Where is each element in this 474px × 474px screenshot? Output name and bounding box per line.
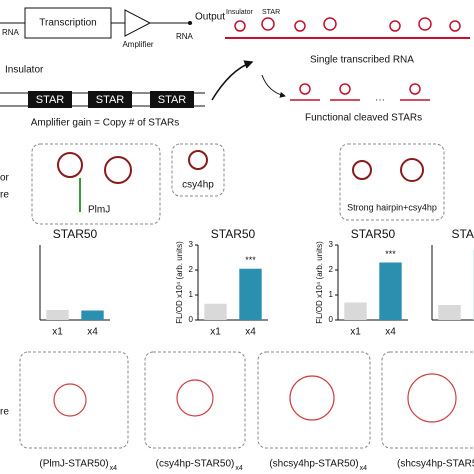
structure-label: csy4hp: [182, 180, 214, 191]
output-rna: RNA: [176, 32, 194, 41]
amplifier-triangle: [124, 9, 152, 37]
bar: [344, 302, 367, 320]
amplifier-scheme: Transcription RNA Amplifier Output RNA I…: [0, 7, 225, 129]
bar: [379, 262, 402, 320]
transcription-label: Transcription: [39, 18, 96, 29]
x-tick-label: x1: [350, 327, 361, 338]
star-block: STAR: [36, 94, 65, 106]
x-tick-label: x4: [385, 327, 396, 338]
y-axis-label: FL/OD x10⁴ (arb. units): [175, 241, 184, 324]
side-label: re: [0, 190, 9, 201]
ellipsis: ···: [375, 95, 385, 106]
construct-label: (shcsy4hp-STAR50: [397, 459, 474, 470]
cleavage-scheme: Insulator STAR Single transcribed RNA ··…: [225, 9, 470, 124]
side-label: or: [0, 173, 10, 184]
chart-title: STAR: [451, 227, 474, 241]
significance: ***: [245, 255, 256, 265]
bar: [438, 305, 461, 320]
x-tick-label: x1: [52, 327, 63, 338]
chart-title: STAR50: [53, 227, 98, 241]
construct-subscript: x4: [235, 465, 243, 472]
y-tick-label: 0: [329, 315, 334, 324]
output-label: Output: [195, 12, 225, 23]
single-rna-label: Single transcribed RNA: [310, 55, 414, 66]
insulator-label: Insulator: [226, 9, 254, 16]
chart-title: STAR50: [351, 227, 396, 241]
y-tick-label: 1: [189, 290, 194, 299]
construct-label: (shcsy4hp-STAR50): [269, 459, 358, 470]
bar: [204, 303, 227, 320]
insulator-label: Insulator: [5, 65, 44, 76]
chart-title: STAR50: [211, 227, 256, 241]
structure-label: PlmJ: [88, 205, 110, 216]
y-tick-label: 3: [329, 240, 334, 249]
bar: [46, 310, 69, 320]
bar: [239, 268, 262, 320]
star-block: STAR: [96, 94, 125, 106]
star-block: STAR: [158, 94, 187, 106]
y-tick-label: 2: [189, 265, 194, 274]
bar: [81, 310, 104, 320]
gain-label: Amplifier gain = Copy # of STARs: [31, 118, 180, 129]
significance: ***: [385, 249, 396, 259]
construct-label: (csy4hp-STAR50): [156, 459, 235, 470]
transcription-box: [24, 7, 112, 39]
y-axis-label: FL/OD x10⁴ (arb. units): [315, 241, 324, 324]
y-tick-label: 1: [329, 290, 334, 299]
side-label: re: [0, 407, 9, 418]
y-tick-label: 3: [189, 240, 194, 249]
construct-label: (PlmJ-STAR50): [39, 459, 108, 470]
construct-subscript: x4: [110, 465, 118, 472]
y-tick-label: 0: [189, 315, 194, 324]
structure-label: Strong hairpin+csy4hp: [347, 202, 437, 212]
x-tick-label: x4: [245, 327, 256, 338]
star-label: STAR: [262, 9, 280, 16]
x-tick-label: x1: [210, 327, 221, 338]
y-tick-label: 2: [329, 265, 334, 274]
input-label: RNA: [2, 28, 20, 37]
x-tick-label: x4: [87, 327, 98, 338]
cleaved-label: Functional cleaved STARs: [305, 113, 422, 124]
amplifier-label: Amplifier: [122, 40, 153, 49]
construct-subscript: x4: [360, 465, 368, 472]
